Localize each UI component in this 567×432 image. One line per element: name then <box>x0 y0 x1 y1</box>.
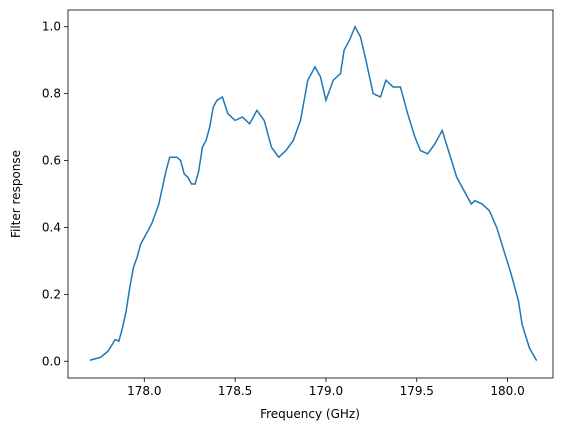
y-tick-label: 0.8 <box>42 87 61 101</box>
y-tick-label: 0.2 <box>42 287 61 301</box>
data-line <box>89 24 538 361</box>
y-tick-label: 1.0 <box>42 20 61 34</box>
y-axis-label: Filter response <box>9 150 23 238</box>
y-tick-label: 0.6 <box>42 154 61 168</box>
x-tick-label: 178.5 <box>218 384 252 398</box>
x-tick-label: 179.5 <box>400 384 434 398</box>
x-tick-label: 179.0 <box>309 384 343 398</box>
y-tick-label: 0.4 <box>42 220 61 234</box>
x-tick-label: 180.0 <box>490 384 524 398</box>
x-axis-label: Frequency (GHz) <box>260 407 360 421</box>
x-tick-label: 178.0 <box>127 384 161 398</box>
y-tick-label: 0.0 <box>42 354 61 368</box>
plot-frame <box>67 9 554 379</box>
